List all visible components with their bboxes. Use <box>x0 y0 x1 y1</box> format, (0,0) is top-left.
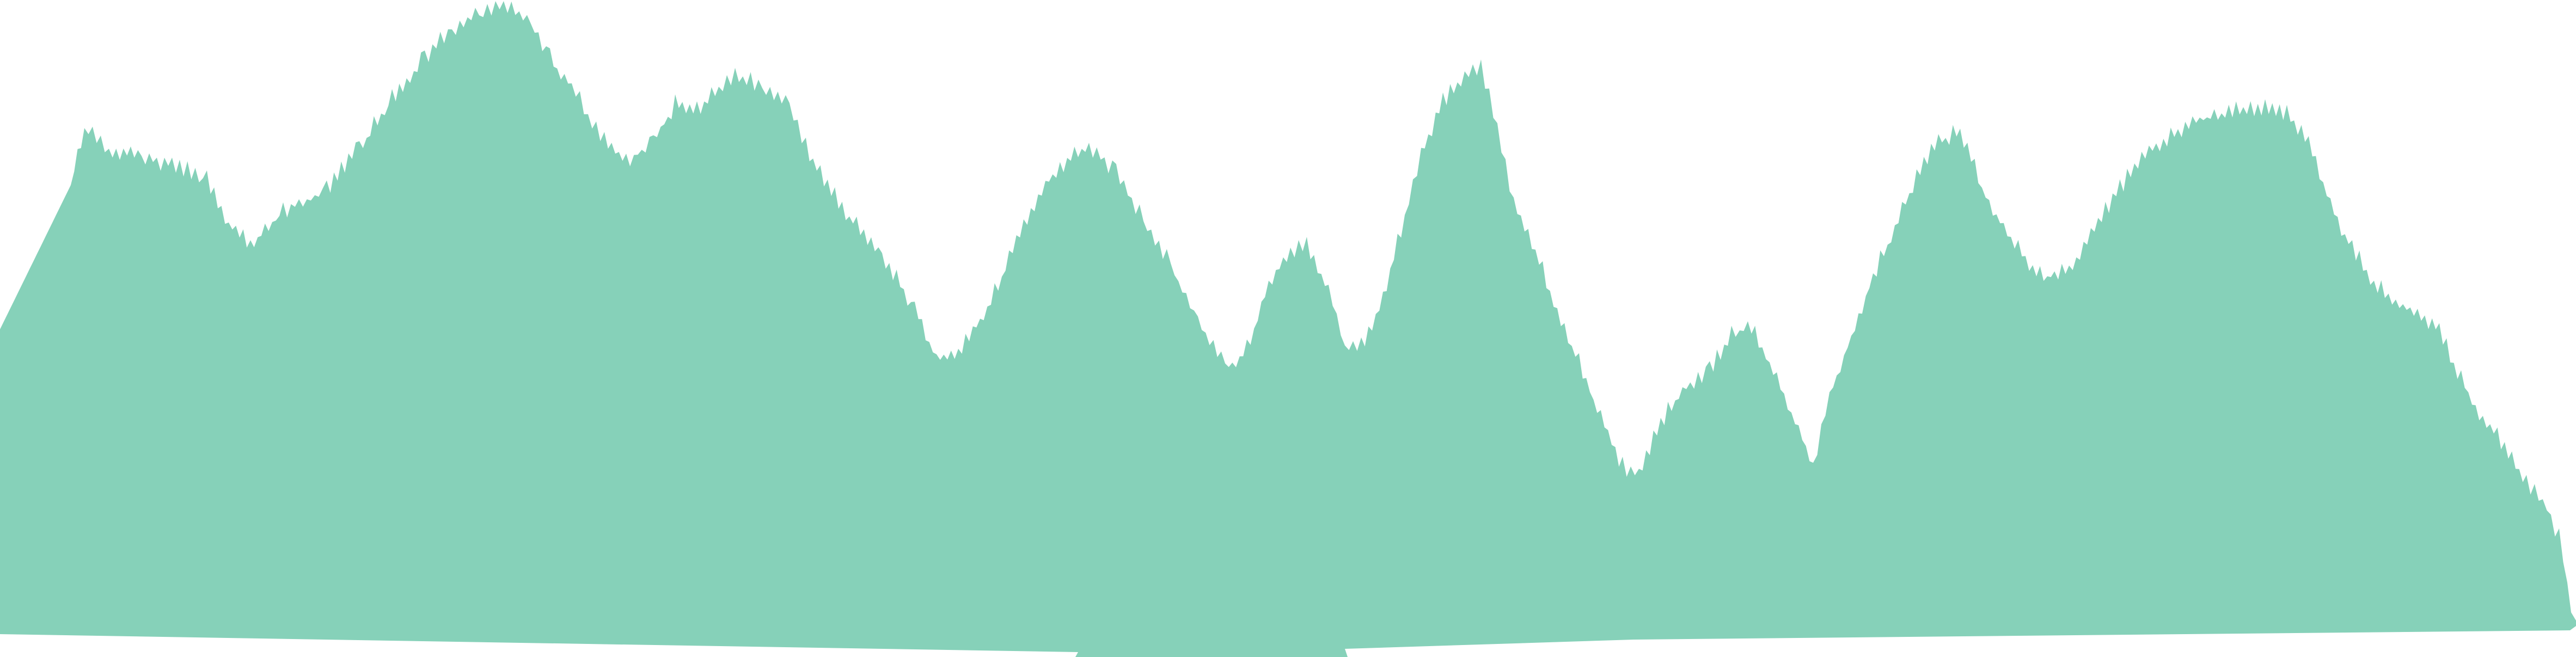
mountain-silhouette-graphic <box>0 1 2576 657</box>
canvas <box>0 1 2576 657</box>
mountain-range-shape <box>0 1 2576 657</box>
